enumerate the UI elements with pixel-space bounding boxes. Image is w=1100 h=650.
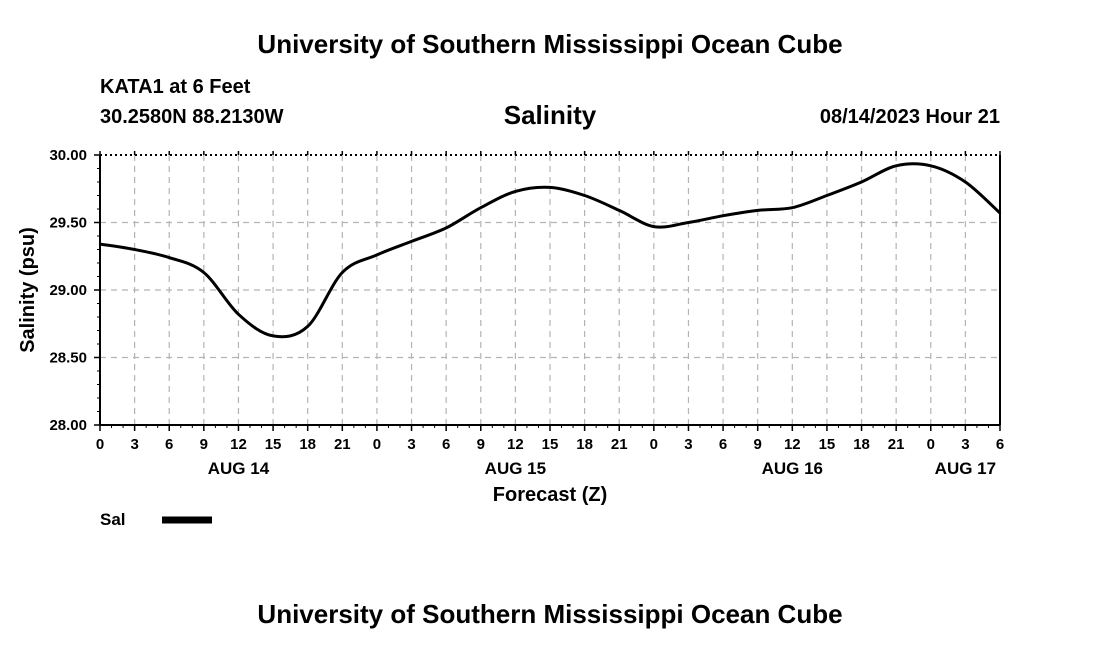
tick-labels: 0 3 6 9 12 15 18 21 0 3 6 9 12 15 18 21 0 3 6 9 12 15 18 21 0 3 6 2… xyxy=(49,147,1004,478)
data-point xyxy=(964,180,967,184)
data-point xyxy=(271,334,275,338)
footer-title: University of Southern Mississippi Ocean… xyxy=(257,599,843,629)
data-point xyxy=(306,325,309,328)
y-axis-label: Salinity (psu) xyxy=(17,227,39,353)
x-tick-label: 0 xyxy=(650,436,658,453)
x-tick-label: 15 xyxy=(265,436,282,453)
x-tick-label: 18 xyxy=(853,436,870,453)
data-point xyxy=(375,253,379,257)
data-point xyxy=(998,211,1002,215)
data-point xyxy=(168,256,171,259)
data-point xyxy=(202,271,206,274)
x-tick-label: 15 xyxy=(819,436,836,453)
data-point xyxy=(410,240,413,243)
x-tick-label: 6 xyxy=(719,436,727,453)
x-tick-label: 15 xyxy=(542,436,559,453)
legend: Sal xyxy=(100,510,212,529)
x-tick-label: 9 xyxy=(754,436,762,453)
data-point xyxy=(583,194,586,197)
data-point xyxy=(237,313,240,316)
y-tick-label: 29.00 xyxy=(49,282,87,299)
x-tick-label: 3 xyxy=(961,436,969,453)
y-tick-label: 29.50 xyxy=(49,215,87,232)
forecast-datetime: 08/14/2023 Hour 21 xyxy=(819,106,1000,128)
station-coordinates: 30.2580N 88.2130W xyxy=(100,106,284,128)
data-point xyxy=(479,206,482,209)
report-title: University of Southern Mississippi Ocean… xyxy=(257,29,843,59)
day-label: AUG 14 xyxy=(208,459,270,478)
x-tick-label: 6 xyxy=(996,436,1004,453)
x-tick-label: 0 xyxy=(96,436,104,453)
data-point xyxy=(514,190,517,193)
data-point xyxy=(825,194,829,197)
data-point xyxy=(721,214,725,217)
data-point xyxy=(860,180,863,184)
x-tick-label: 21 xyxy=(334,436,351,453)
x-tick-label: 0 xyxy=(373,436,381,453)
grid-lines xyxy=(100,155,1000,425)
x-tick-label: 18 xyxy=(576,436,593,453)
data-point xyxy=(548,186,552,189)
data-point xyxy=(618,209,621,212)
x-tick-label: 18 xyxy=(299,436,316,453)
x-tick-label: 9 xyxy=(477,436,485,453)
data-point xyxy=(652,225,656,228)
x-tick-label: 0 xyxy=(927,436,935,453)
x-tick-label: 9 xyxy=(200,436,208,453)
series-layer xyxy=(98,162,1002,339)
data-point xyxy=(444,226,448,230)
data-point xyxy=(341,271,344,274)
x-axis-label: Forecast (Z) xyxy=(493,484,607,506)
legend-label-sal: Sal xyxy=(100,510,126,529)
x-tick-label: 21 xyxy=(888,436,905,453)
y-tick-label: 28.00 xyxy=(49,417,87,434)
station-label: KATA1 at 6 Feet xyxy=(100,76,251,98)
x-tick-label: 6 xyxy=(442,436,450,453)
x-tick-label: 3 xyxy=(684,436,692,453)
data-point xyxy=(98,242,102,246)
x-tick-label: 6 xyxy=(165,436,173,453)
axes xyxy=(94,151,1001,431)
data-point xyxy=(756,209,759,212)
x-tick-label: 21 xyxy=(611,436,628,453)
x-tick-label: 12 xyxy=(784,436,801,453)
chart-title: Salinity xyxy=(503,100,597,130)
y-tick-label: 28.50 xyxy=(49,350,87,367)
x-tick-label: 3 xyxy=(407,436,415,453)
day-label: AUG 16 xyxy=(762,459,823,478)
data-point xyxy=(687,221,690,224)
data-point xyxy=(791,206,794,209)
y-tick-label: 30.00 xyxy=(49,147,87,164)
data-point xyxy=(133,248,136,251)
x-tick-label: 12 xyxy=(507,436,524,453)
day-label: AUG 17 xyxy=(935,459,996,478)
x-tick-label: 12 xyxy=(230,436,247,453)
data-point xyxy=(894,164,898,167)
day-label: AUG 15 xyxy=(485,459,546,478)
data-point xyxy=(929,164,932,167)
x-tick-label: 3 xyxy=(130,436,138,453)
